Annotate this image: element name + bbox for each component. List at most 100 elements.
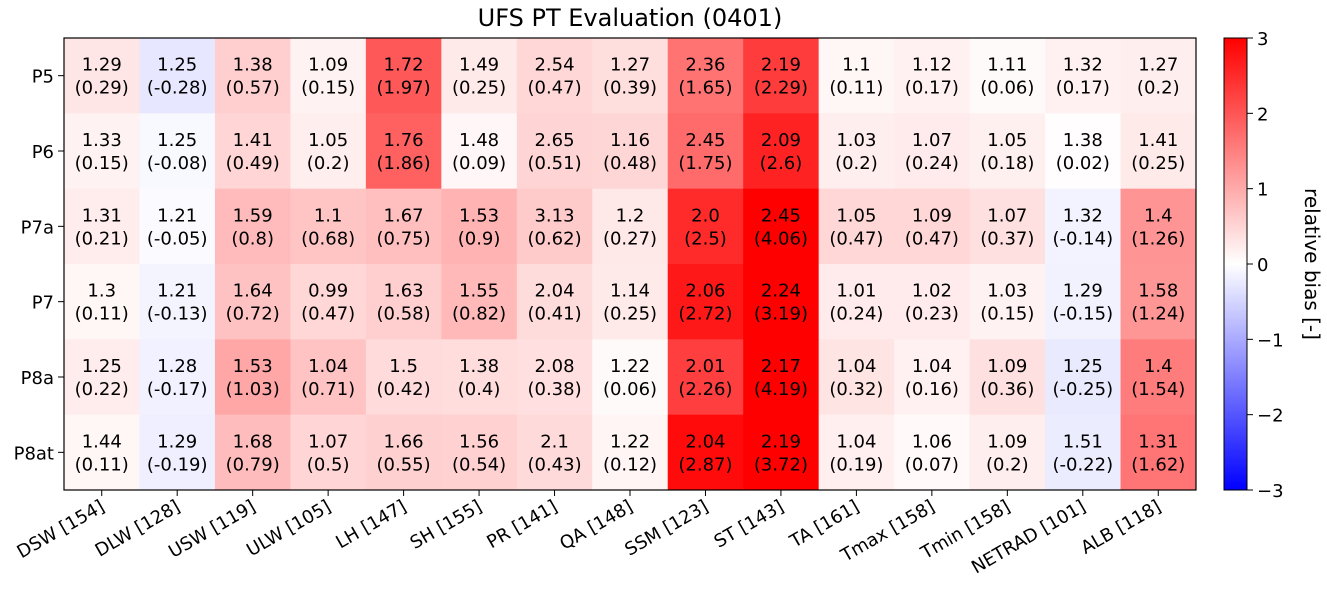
cell-bias-label: (0.54) [452, 454, 506, 475]
cell-value-label: 2.19 [761, 55, 801, 76]
cell-value-label: 2.54 [534, 55, 574, 76]
heatmap-cell [743, 339, 820, 416]
heatmap-cell [667, 38, 744, 114]
heatmap-cell [365, 113, 442, 190]
heatmap-cell [441, 414, 518, 491]
heatmap-cell [516, 113, 593, 190]
colorbar-tick-label: −2 [1257, 406, 1284, 427]
heatmap-cell [139, 188, 216, 265]
cell-value-label: 1.56 [459, 431, 499, 452]
heatmap-cell [592, 38, 669, 114]
cell-bias-label: (0.22) [75, 379, 129, 400]
cell-value-label: 2.0 [691, 205, 720, 226]
x-axis: DSW [154]DLW [128]USW [119]ULW [105]LH [… [14, 490, 1165, 578]
heatmap-cell [290, 414, 367, 491]
colorbar-tick-label: 0 [1257, 255, 1268, 276]
cell-value-label: 1.64 [233, 281, 273, 302]
heatmap-cell [214, 113, 291, 190]
cell-bias-label: (2.29) [754, 78, 808, 99]
heatmap-cell [365, 38, 442, 114]
cell-bias-label: (0.11) [829, 78, 883, 99]
cell-value-label: 1.53 [459, 205, 499, 226]
cell-value-label: 1.4 [1144, 205, 1173, 226]
cell-value-label: 1.14 [610, 281, 650, 302]
cell-bias-label: (0.02) [1056, 153, 1110, 174]
heatmap-cell [667, 264, 744, 340]
cell-value-label: 2.04 [534, 281, 574, 302]
x-tick-label: SSM [123] [621, 496, 712, 560]
heatmap-cell [592, 113, 669, 190]
heatmap-cell [365, 188, 442, 265]
heatmap-cell [818, 188, 895, 265]
heatmap-cell [818, 38, 895, 114]
cell-bias-label: (0.5) [307, 454, 350, 475]
heatmap-cell [441, 113, 518, 190]
cell-value-label: 1.76 [384, 130, 424, 151]
cell-bias-label: (1.86) [377, 153, 431, 174]
cell-value-label: 1.16 [610, 130, 650, 151]
cell-bias-label: (-0.13) [147, 304, 208, 325]
cell-value-label: 2.17 [761, 356, 801, 377]
cell-value-label: 1.51 [1063, 431, 1103, 452]
cell-bias-label: (0.25) [1131, 153, 1185, 174]
colorbar-tick-label: −1 [1257, 330, 1284, 351]
heatmap-cell [818, 339, 895, 416]
y-tick-label: P5 [32, 67, 54, 88]
cell-bias-label: (1.26) [1131, 228, 1185, 249]
cell-bias-label: (-0.15) [1052, 304, 1113, 325]
heatmap-cell [1045, 339, 1122, 416]
cell-value-label: 2.1 [540, 431, 569, 452]
cell-bias-label: (0.71) [301, 379, 355, 400]
cell-value-label: 0.99 [308, 281, 348, 302]
y-axis: P5 P6 P7a P7 P8a P8at [14, 67, 64, 464]
heatmap-cell [139, 264, 216, 340]
cell-bias-label: (-0.28) [147, 78, 208, 99]
cell-value-label: 1.68 [233, 431, 273, 452]
cell-value-label: 1.09 [987, 431, 1027, 452]
heatmap-cell [441, 264, 518, 340]
x-tick-label: PR [141] [483, 496, 561, 553]
cell-value-label: 1.25 [157, 130, 197, 151]
cell-value-label: 2.04 [685, 431, 725, 452]
heatmap-cell [969, 264, 1046, 340]
cell-bias-label: (4.19) [754, 379, 808, 400]
cell-value-label: 1.22 [610, 431, 650, 452]
cell-bias-label: (1.54) [1131, 379, 1185, 400]
cell-bias-label: (-0.08) [147, 153, 208, 174]
heatmap-cell [365, 264, 442, 340]
x-tick-label: LH [147] [332, 496, 410, 553]
cell-value-label: 1.21 [157, 205, 197, 226]
cell-bias-label: (0.4) [458, 379, 501, 400]
heatmap-cell [969, 414, 1046, 491]
heatmap-cell [516, 188, 593, 265]
cell-value-label: 1.05 [308, 130, 348, 151]
x-tick-label: ULW [105] [243, 496, 334, 561]
cell-value-label: 1.67 [384, 205, 424, 226]
x-tick-label: USW [119] [165, 496, 259, 562]
cell-value-label: 1.1 [314, 205, 343, 226]
x-tick-label: ALB [118] [1077, 496, 1164, 559]
cell-value-label: 1.11 [987, 55, 1027, 76]
cell-bias-label: (0.06) [980, 78, 1034, 99]
cell-bias-label: (0.48) [603, 153, 657, 174]
heatmap-cell [1120, 264, 1197, 340]
cell-bias-label: (0.29) [75, 78, 129, 99]
cell-bias-label: (1.62) [1131, 454, 1185, 475]
cell-bias-label: (0.38) [527, 379, 581, 400]
heatmap-cell [516, 414, 593, 491]
cell-value-label: 1.31 [82, 205, 122, 226]
heatmap-cell [667, 339, 744, 416]
cell-bias-label: (0.2) [307, 153, 350, 174]
colorbar [1223, 37, 1248, 491]
y-tick-label: P8a [21, 368, 54, 389]
cell-value-label: 1.05 [836, 205, 876, 226]
cell-value-label: 1.5 [389, 356, 418, 377]
cell-bias-label: (0.37) [980, 228, 1034, 249]
y-tick-label: P7 [32, 293, 54, 314]
heatmap-cell [516, 264, 593, 340]
colorbar-ticks: 3 2 1 0 −1 −2 −3 [1247, 29, 1284, 502]
cell-bias-label: (0.09) [452, 153, 506, 174]
heatmap-cell [818, 113, 895, 190]
cell-bias-label: (0.32) [829, 379, 883, 400]
heatmap-cell [516, 38, 593, 114]
